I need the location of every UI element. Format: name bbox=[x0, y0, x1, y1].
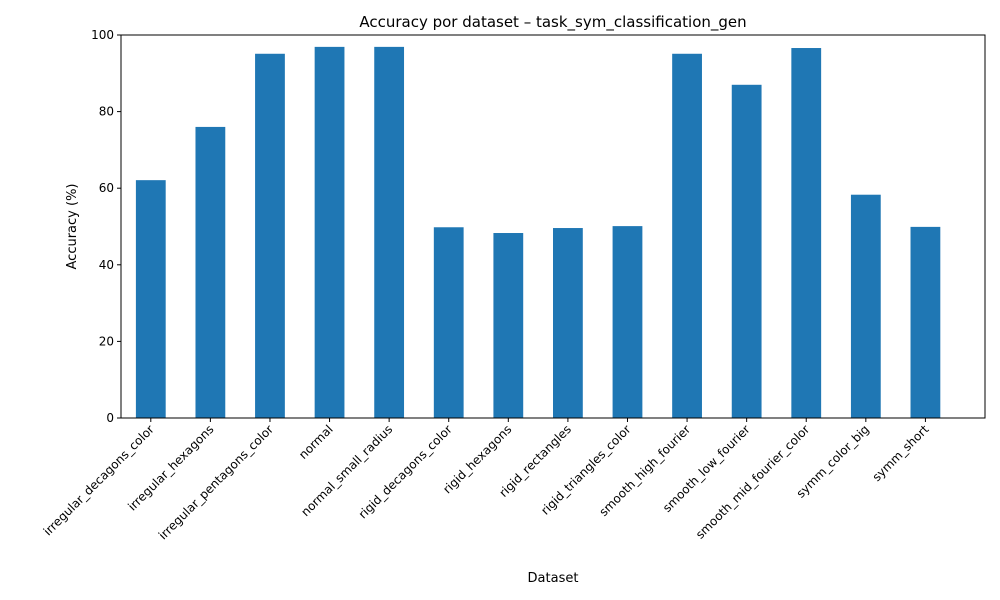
y-axis-ticks: 0 20 40 60 80 100 bbox=[91, 28, 121, 425]
y-tick-label: 40 bbox=[99, 258, 114, 272]
chart-title: Accuracy por dataset – task_sym_classifi… bbox=[359, 13, 746, 32]
y-tick-label: 20 bbox=[99, 334, 114, 348]
bar-irregular_hexagons bbox=[195, 126, 226, 419]
bars bbox=[135, 46, 941, 419]
bar-smooth_mid_fourier_color bbox=[791, 48, 822, 418]
y-axis-label: Accuracy (%) bbox=[65, 184, 80, 270]
bar-smooth_low_fourier bbox=[731, 84, 762, 418]
bar-rigid_decagons_color bbox=[433, 227, 464, 418]
y-tick-label: 100 bbox=[91, 28, 114, 42]
bar-symm_color_big bbox=[850, 194, 881, 418]
y-tick-label: 80 bbox=[99, 105, 114, 119]
x-axis-label: Dataset bbox=[528, 571, 579, 586]
bar-rigid_rectangles bbox=[553, 228, 583, 418]
bar-smooth_high_fourier bbox=[672, 53, 702, 418]
y-tick-label: 60 bbox=[99, 181, 114, 195]
bar-normal bbox=[314, 46, 345, 419]
y-tick-label: 0 bbox=[106, 411, 114, 425]
plot-frame bbox=[120, 34, 986, 419]
bar-rigid_hexagons bbox=[493, 233, 524, 418]
bar-rigid_triangles_color bbox=[612, 226, 643, 418]
bar-irregular_decagons_color bbox=[135, 180, 166, 418]
bar-irregular_pentagons_color bbox=[255, 53, 285, 418]
bar-symm_short bbox=[910, 226, 941, 418]
bar-normal_small_radius bbox=[374, 46, 405, 419]
